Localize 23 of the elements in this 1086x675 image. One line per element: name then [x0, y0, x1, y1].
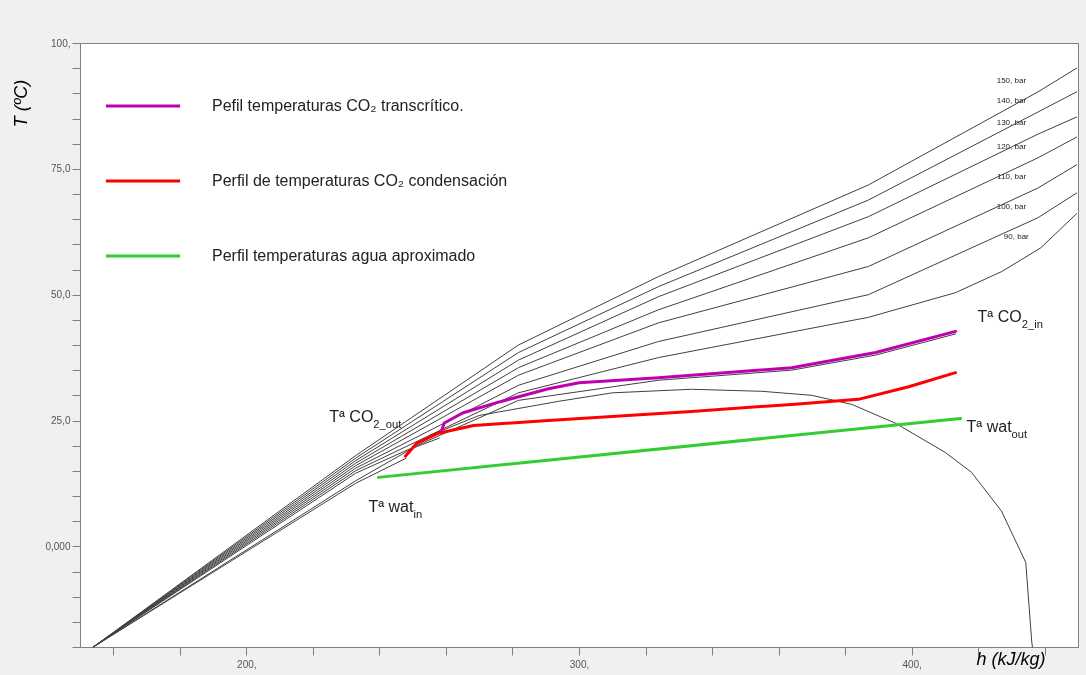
x-tick-label: 400, [902, 658, 922, 670]
annotation: Tª CO$_{2_in}$ [977, 308, 1043, 331]
x-tick-label: 300, [569, 658, 590, 670]
y-tick-label: 25,0 [51, 415, 71, 426]
y-tick-label: 0,000 [45, 540, 71, 552]
legend-label: Perfil de temperaturas CO₂ condensación [212, 172, 508, 189]
annotation: 110, bar [997, 171, 1027, 181]
legend-label: Perfil temperaturas agua aproximado [212, 247, 476, 264]
y-axis-title: T (ºC) [10, 79, 31, 128]
annotation: 120, bar [996, 141, 1027, 151]
y-tick-label: 50,0 [51, 289, 71, 301]
annotation: 150, bar [996, 75, 1027, 85]
x-tick-label: 200, [237, 658, 257, 670]
annotation: 100, bar [996, 201, 1027, 211]
y-tick-label: 75,0 [51, 163, 71, 175]
legend-label: Pefil temperaturas CO₂ transcrítico. [212, 97, 464, 114]
annotation: Tª CO$_{2_out}$ [329, 408, 403, 431]
annotation: 90, bar [1003, 231, 1030, 241]
annotation: Tª wat$_{out}$ [966, 418, 1029, 441]
annotation: 130, bar [996, 118, 1027, 128]
y-tick-label: 100, [51, 37, 71, 49]
x-axis-title: h (kJ/kg) [976, 648, 1046, 669]
annotation: Tª wat$_{in}$ [368, 498, 423, 521]
